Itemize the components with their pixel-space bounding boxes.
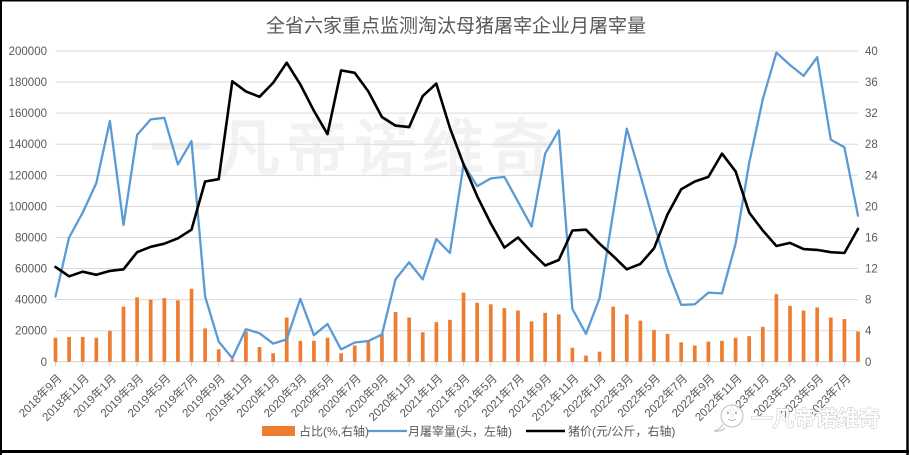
bar-proportion (366, 341, 371, 362)
bar-proportion (121, 306, 126, 362)
bar-proportion (584, 355, 588, 362)
left-axis-label: 180000 (9, 77, 47, 89)
bar-proportion (108, 330, 112, 362)
bar-proportion (638, 320, 643, 362)
bar-proportion (448, 319, 452, 362)
corner-watermark-logo-eye-left (726, 411, 730, 415)
bar-proportion (216, 349, 221, 362)
bar-proportion (502, 308, 507, 362)
bar-proportion (692, 345, 697, 362)
left-axis-label: 40000 (15, 295, 47, 307)
bar-proportion (352, 345, 357, 362)
legend-label-volume: 月屠宰量(头，左轴) (408, 424, 512, 439)
bar-proportion (407, 317, 411, 362)
bar-proportion (516, 310, 520, 362)
legend-swatch-bar (262, 426, 295, 436)
corner-watermark-logo-eye-right (734, 411, 738, 415)
center-watermark-text: 一凡帝诺维奇 (150, 115, 558, 184)
bar-proportion (230, 359, 235, 362)
left-axis-label: 120000 (9, 170, 47, 182)
bar-proportion (135, 297, 139, 362)
left-axis-label: 20000 (15, 326, 47, 338)
bar-proportion (312, 340, 316, 362)
bar-proportion (815, 307, 820, 362)
bar-proportion (570, 347, 575, 362)
bar-proportion (720, 340, 724, 362)
bar-proportion (244, 331, 248, 362)
right-axis-label: 36 (865, 77, 878, 89)
bar-proportion (543, 312, 548, 362)
bar-proportion (298, 340, 303, 362)
bar-proportion (488, 304, 493, 362)
left-axis-label: 100000 (9, 201, 47, 213)
chart-title: 全省六家重点监测淘汰母猪屠宰企业月屠宰量 (266, 15, 646, 37)
bar-proportion (597, 351, 602, 362)
bar-proportion (203, 328, 207, 362)
line-slaughter-volume (54, 51, 860, 360)
bar-proportion (652, 329, 656, 362)
left-axis-label: 140000 (9, 139, 47, 151)
bar-proportion (529, 321, 534, 362)
bar-proportion (67, 336, 71, 362)
bar-proportion (679, 342, 684, 362)
legend-label-price: 猪价(元/公斤，右轴) (568, 424, 675, 439)
right-axis-label: 24 (865, 170, 878, 182)
legend-label-proportion: 占比(%,右轴) (299, 424, 369, 439)
bar-proportion (624, 314, 629, 362)
right-axis-label: 12 (865, 264, 878, 276)
bar-proportion (325, 337, 330, 362)
bar-proportion (556, 314, 561, 362)
bar-proportion (257, 347, 262, 362)
bar-proportion (461, 292, 466, 362)
bar-proportion (53, 337, 58, 362)
bar-proportion (189, 288, 194, 362)
bar-proportion (271, 353, 275, 362)
bar-proportion (420, 332, 425, 362)
bar-proportion (475, 302, 480, 362)
bar-proportion (162, 298, 167, 362)
bar-proportion (774, 294, 779, 362)
bar-proportion (828, 317, 833, 362)
right-axis-label: 0 (865, 357, 871, 369)
corner-watermark-text: 一凡帝诺维奇 (751, 406, 880, 431)
corner-watermark-logo-tail (713, 423, 726, 432)
right-axis-label: 32 (865, 108, 878, 120)
bar-proportion (339, 353, 343, 362)
right-axis-label: 16 (865, 232, 878, 244)
bar-proportion (733, 337, 738, 362)
bar-proportion (80, 336, 85, 362)
right-axis-label: 28 (865, 139, 878, 151)
bar-proportion (706, 341, 711, 362)
left-axis-label: 0 (41, 357, 47, 369)
bar-proportion (856, 331, 860, 362)
right-axis-label: 40 (865, 46, 878, 58)
right-axis-label: 8 (865, 295, 871, 307)
bar-proportion (434, 322, 439, 362)
bar-proportion (94, 337, 99, 362)
bar-proportion (842, 319, 847, 362)
bar-proportion (665, 333, 670, 362)
left-axis-label: 200000 (9, 46, 47, 58)
bar-proportion (760, 326, 765, 362)
left-axis-label: 60000 (15, 264, 47, 276)
line-pig-price (54, 61, 860, 278)
bar-proportion (176, 300, 180, 362)
corner-watermark-logo (720, 404, 744, 428)
bar-proportion (380, 333, 384, 362)
bar-proportion (611, 306, 616, 362)
bar-proportion (801, 310, 806, 362)
bar-proportion (747, 336, 752, 362)
right-axis-label: 20 (865, 201, 878, 213)
bar-proportion (788, 305, 792, 362)
bar-proportion (393, 312, 398, 362)
corner-watermark-logo-mouth (727, 418, 737, 421)
left-axis-label: 80000 (15, 232, 47, 244)
bar-proportion (148, 299, 153, 362)
right-axis-label: 4 (865, 326, 872, 338)
left-axis-label: 160000 (9, 108, 47, 120)
